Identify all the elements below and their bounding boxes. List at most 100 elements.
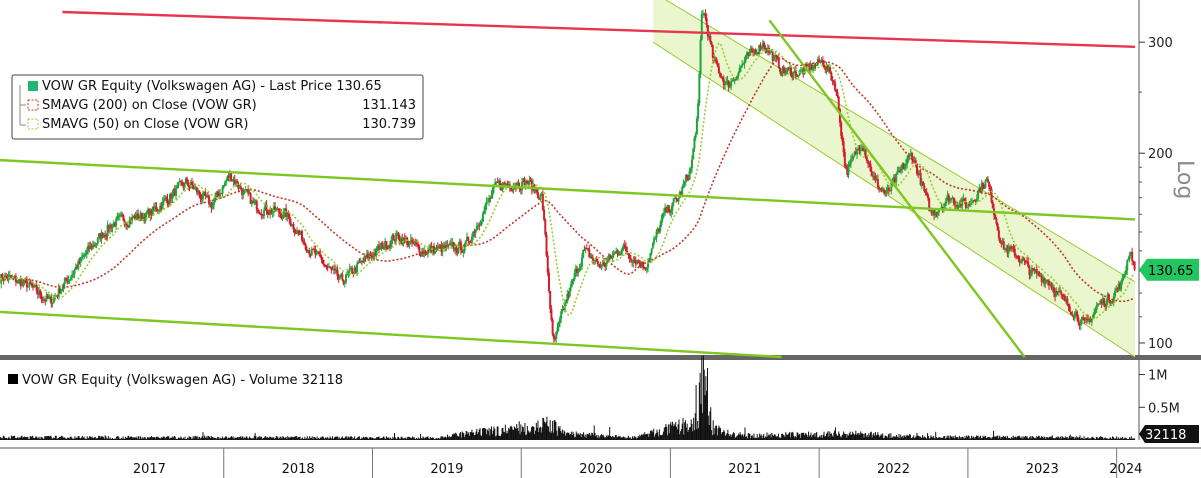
price-candle	[157, 210, 160, 212]
price-candle	[78, 261, 81, 263]
y-tick-label: 300	[1148, 36, 1173, 51]
price-candle	[325, 265, 328, 267]
price-candle	[1126, 260, 1129, 271]
price-candle	[914, 160, 917, 165]
price-candle	[873, 175, 876, 178]
price-candle	[208, 195, 211, 205]
price-candle	[620, 251, 623, 255]
price-candle	[760, 47, 763, 49]
price-candle	[1001, 241, 1004, 245]
price-candle	[467, 236, 470, 242]
price-candle	[1019, 261, 1022, 263]
price-candle	[557, 322, 560, 328]
price-candle	[612, 253, 615, 256]
price-candle	[1014, 255, 1017, 257]
price-candle	[109, 224, 112, 229]
price-candle	[1092, 315, 1095, 319]
price-candle	[857, 148, 860, 150]
price-candle	[892, 177, 895, 182]
price-candle	[342, 279, 345, 284]
price-candle	[525, 180, 528, 184]
price-candle	[632, 259, 635, 263]
price-candle	[33, 285, 36, 288]
price-candle	[823, 64, 826, 68]
price-candle	[1061, 294, 1064, 296]
price-candle	[505, 183, 508, 185]
price-candle	[463, 243, 466, 252]
price-candle	[922, 181, 925, 186]
price-candle	[803, 67, 806, 75]
price-candle	[814, 64, 817, 66]
price-candle	[618, 253, 621, 255]
price-candle	[1125, 270, 1128, 274]
price-candle	[903, 165, 906, 169]
price-candle	[1060, 291, 1063, 295]
price-candle	[57, 288, 60, 297]
price-candle	[211, 204, 214, 209]
price-candle	[1133, 261, 1136, 270]
price-candle	[359, 260, 362, 263]
price-candle	[511, 189, 514, 191]
price-candle	[281, 218, 284, 220]
price-candle	[426, 250, 429, 255]
price-candle	[815, 65, 818, 67]
price-candle	[830, 72, 833, 81]
price-candle	[989, 187, 992, 189]
price-candle	[51, 303, 54, 305]
price-candle	[112, 222, 115, 225]
price-candle	[150, 210, 153, 215]
price-candle	[1087, 319, 1090, 321]
legend-entry-label: SMAVG (50) on Close (VOW GR)	[42, 117, 248, 132]
price-candle	[50, 296, 53, 305]
price-candle	[928, 197, 931, 211]
price-candle	[89, 245, 92, 249]
price-candle	[577, 270, 580, 274]
price-candle	[139, 212, 142, 219]
price-candle	[294, 232, 297, 234]
price-candle	[55, 295, 58, 297]
price-candle	[151, 207, 154, 215]
price-candle	[367, 253, 370, 259]
price-candle	[194, 187, 197, 189]
price-candle	[198, 190, 201, 194]
price-candle	[390, 240, 393, 248]
price-candle	[374, 253, 377, 255]
price-candle	[937, 209, 940, 213]
price-candle	[1129, 252, 1132, 255]
price-candle	[879, 188, 882, 190]
price-candle	[785, 71, 788, 74]
price-candle	[495, 181, 498, 183]
price-candle	[148, 209, 151, 218]
price-candle	[166, 198, 169, 204]
price-candle	[83, 255, 86, 257]
price-candle	[145, 212, 148, 214]
price-candle	[700, 13, 703, 40]
price-candle	[242, 190, 245, 195]
price-candle	[484, 204, 487, 211]
price-candle	[996, 223, 999, 231]
price-candle	[457, 244, 460, 253]
price-candle	[826, 65, 829, 71]
price-candle	[995, 218, 998, 224]
price-candle	[638, 262, 641, 264]
price-candle	[562, 309, 565, 311]
price-candle	[382, 248, 385, 250]
price-candle	[827, 67, 830, 71]
price-candle	[135, 213, 138, 220]
price-candle	[1076, 311, 1079, 318]
price-candle	[1063, 295, 1066, 302]
price-candle	[1028, 266, 1031, 275]
price-candle	[363, 256, 366, 262]
price-candle	[984, 180, 987, 189]
price-candle	[181, 181, 184, 186]
price-candle	[480, 221, 483, 225]
price-candle	[670, 210, 673, 214]
price-candle	[327, 266, 330, 268]
price-candle	[1107, 294, 1110, 300]
price-candle	[904, 163, 907, 166]
price-candle	[237, 185, 240, 189]
price-candle	[545, 234, 548, 256]
price-candle	[1033, 269, 1036, 271]
price-candle	[1112, 296, 1115, 302]
price-candle	[661, 213, 664, 220]
